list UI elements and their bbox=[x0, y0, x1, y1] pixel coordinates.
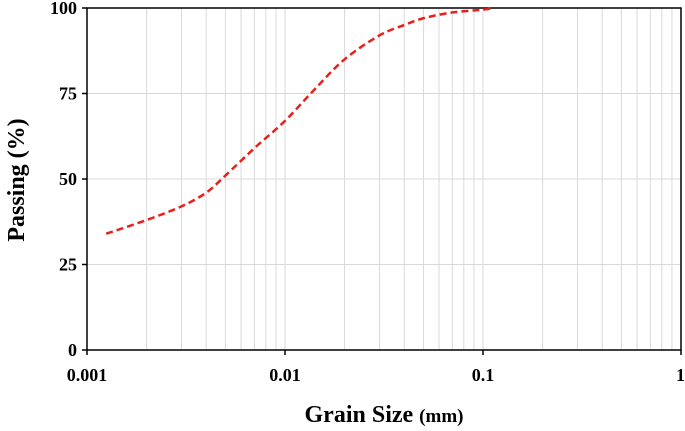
series-line bbox=[105, 6, 493, 235]
y-tick-label: 25 bbox=[59, 255, 77, 275]
x-tick-labels: 0.001 0.01 0.1 1 bbox=[67, 350, 685, 385]
x-axis-title: Grain Size (mm) bbox=[305, 402, 464, 428]
x-tick-label: 0.001 bbox=[67, 365, 108, 385]
y-axis-title: Passing (%) bbox=[4, 118, 30, 241]
x-axis-title-text: Grain Size bbox=[305, 402, 414, 428]
x-tick-label: 0.1 bbox=[472, 365, 495, 385]
y-tick-labels: 0 25 50 75 100 bbox=[50, 0, 87, 360]
y-tick-label: 0 bbox=[68, 340, 77, 360]
y-tick-label: 100 bbox=[50, 0, 77, 18]
x-tick-label: 0.01 bbox=[269, 365, 301, 385]
x-tick-label: 1 bbox=[676, 365, 685, 385]
grid bbox=[87, 8, 681, 350]
series bbox=[105, 6, 493, 235]
x-axis-unit: (mm) bbox=[419, 406, 463, 427]
y-tick-label: 75 bbox=[59, 84, 77, 104]
y-tick-label: 50 bbox=[59, 169, 77, 189]
